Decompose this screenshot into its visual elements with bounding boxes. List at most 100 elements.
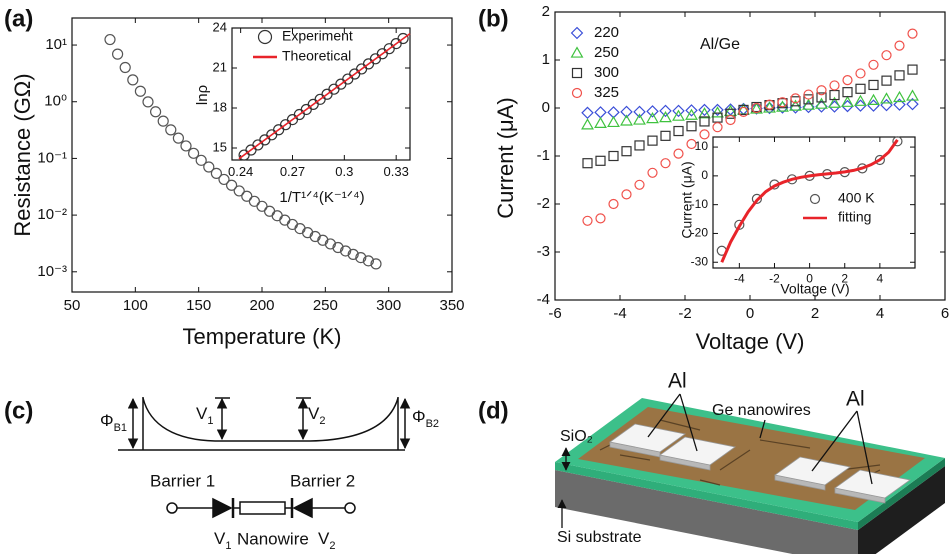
marker-circle — [855, 68, 866, 79]
marker-circle — [271, 210, 283, 222]
legend-label: Theoretical — [282, 48, 351, 64]
marker-triangle — [659, 110, 672, 123]
marker-circle — [127, 74, 139, 86]
x-tick-label: 4 — [877, 272, 884, 286]
marker-circle — [842, 75, 853, 86]
y-tick-label: 24 — [213, 19, 227, 34]
x-tick-label: -6 — [548, 305, 561, 322]
marker-circle — [355, 251, 367, 264]
marker-circle — [104, 33, 116, 46]
y-tick-label: 2 — [542, 3, 550, 20]
marker-circle — [777, 97, 788, 108]
x-tick-label: 350 — [439, 297, 464, 314]
marker-circle — [142, 96, 154, 108]
marker-circle — [829, 80, 840, 91]
marker-square — [907, 64, 918, 75]
marker-circle — [340, 245, 352, 257]
marker-square — [608, 150, 619, 162]
diode — [292, 497, 313, 519]
marker-circle — [725, 114, 736, 126]
marker-diamond — [646, 105, 659, 118]
x-tick-label: 0.33 — [384, 164, 409, 179]
marker-circle — [634, 179, 645, 190]
symbol: Φ — [100, 411, 114, 430]
marker-circle — [180, 140, 192, 152]
x-tick-label: -4 — [734, 272, 745, 286]
pointer — [647, 393, 681, 438]
x-tick-label: 0.27 — [280, 164, 305, 179]
marker-circle — [286, 218, 298, 231]
oxide-side — [858, 458, 945, 530]
marker-circle — [226, 179, 238, 191]
marker-triangle — [906, 89, 919, 101]
x-axis-label: Voltage (V) — [696, 329, 805, 354]
marker-circle — [362, 255, 374, 267]
marker-triangle — [685, 108, 698, 120]
marker-circle — [264, 205, 276, 217]
legend-label: 220 — [594, 24, 619, 41]
marker-circle — [816, 85, 827, 96]
panel-label: (d) — [478, 397, 509, 424]
al-pad — [834, 469, 911, 499]
marker-triangle — [711, 106, 724, 118]
marker-square — [571, 67, 583, 79]
marker-circle — [241, 190, 253, 202]
marker-circle — [686, 138, 697, 150]
marker-triangle — [893, 90, 906, 103]
legend-label: Experiment — [282, 28, 353, 44]
marker-square — [621, 146, 632, 157]
marker-triangle — [607, 115, 620, 128]
y-tick-label: -1 — [537, 147, 550, 164]
marker-diamond — [763, 101, 776, 115]
marker-triangle — [594, 116, 607, 129]
x-tick-label: 300 — [376, 297, 401, 314]
symbol: Φ — [412, 407, 426, 426]
marker-circle — [332, 241, 344, 254]
marker-circle — [790, 93, 801, 104]
substrate-side — [858, 466, 945, 554]
marker-circle — [764, 99, 775, 110]
x-tick-label: 250 — [313, 297, 338, 314]
y-tick-label: 1 — [542, 51, 550, 68]
marker-diamond — [893, 98, 906, 111]
marker-circle — [894, 40, 905, 51]
marker-square — [686, 121, 697, 132]
y-tick-label: 0 — [542, 99, 550, 116]
marker-circle — [233, 185, 245, 197]
y-tick-label: -3 — [537, 243, 550, 260]
subscript: B2 — [426, 418, 439, 430]
marker-circle — [210, 167, 222, 179]
x-axis-label: Voltage (V) — [780, 281, 849, 297]
marker-diamond — [906, 97, 919, 111]
oxide-front — [555, 462, 858, 530]
marker-triangle — [570, 46, 584, 58]
marker-circle — [195, 154, 207, 166]
x-tick-label: 100 — [123, 297, 148, 314]
panel-label: (a) — [4, 5, 33, 32]
marker-circle — [257, 29, 273, 45]
marker-circle — [248, 195, 260, 207]
marker-square — [660, 130, 671, 141]
pointer — [679, 393, 698, 452]
y-axis-label: Resistance (GΩ) — [10, 73, 35, 236]
marker-circle — [294, 222, 306, 235]
x-tick-label: 4 — [876, 305, 884, 322]
marker-triangle — [672, 109, 685, 121]
marker-circle — [150, 106, 162, 118]
marker-circle — [218, 173, 230, 186]
y-tick-label: -30 — [691, 254, 709, 268]
marker-diamond — [711, 103, 724, 117]
legend-label: 400 K — [838, 190, 875, 206]
pointer — [811, 410, 858, 472]
marker-circle — [892, 136, 903, 147]
y-tick-label: 10⁻³ — [37, 263, 67, 280]
panel-label: (b) — [478, 5, 509, 32]
marker-square — [894, 70, 905, 81]
panel-label: (c) — [4, 397, 33, 424]
marker-square — [699, 116, 710, 127]
marker-triangle — [620, 114, 633, 126]
marker-circle — [907, 28, 918, 39]
plot-frame — [712, 136, 916, 269]
marker-circle — [172, 132, 184, 144]
